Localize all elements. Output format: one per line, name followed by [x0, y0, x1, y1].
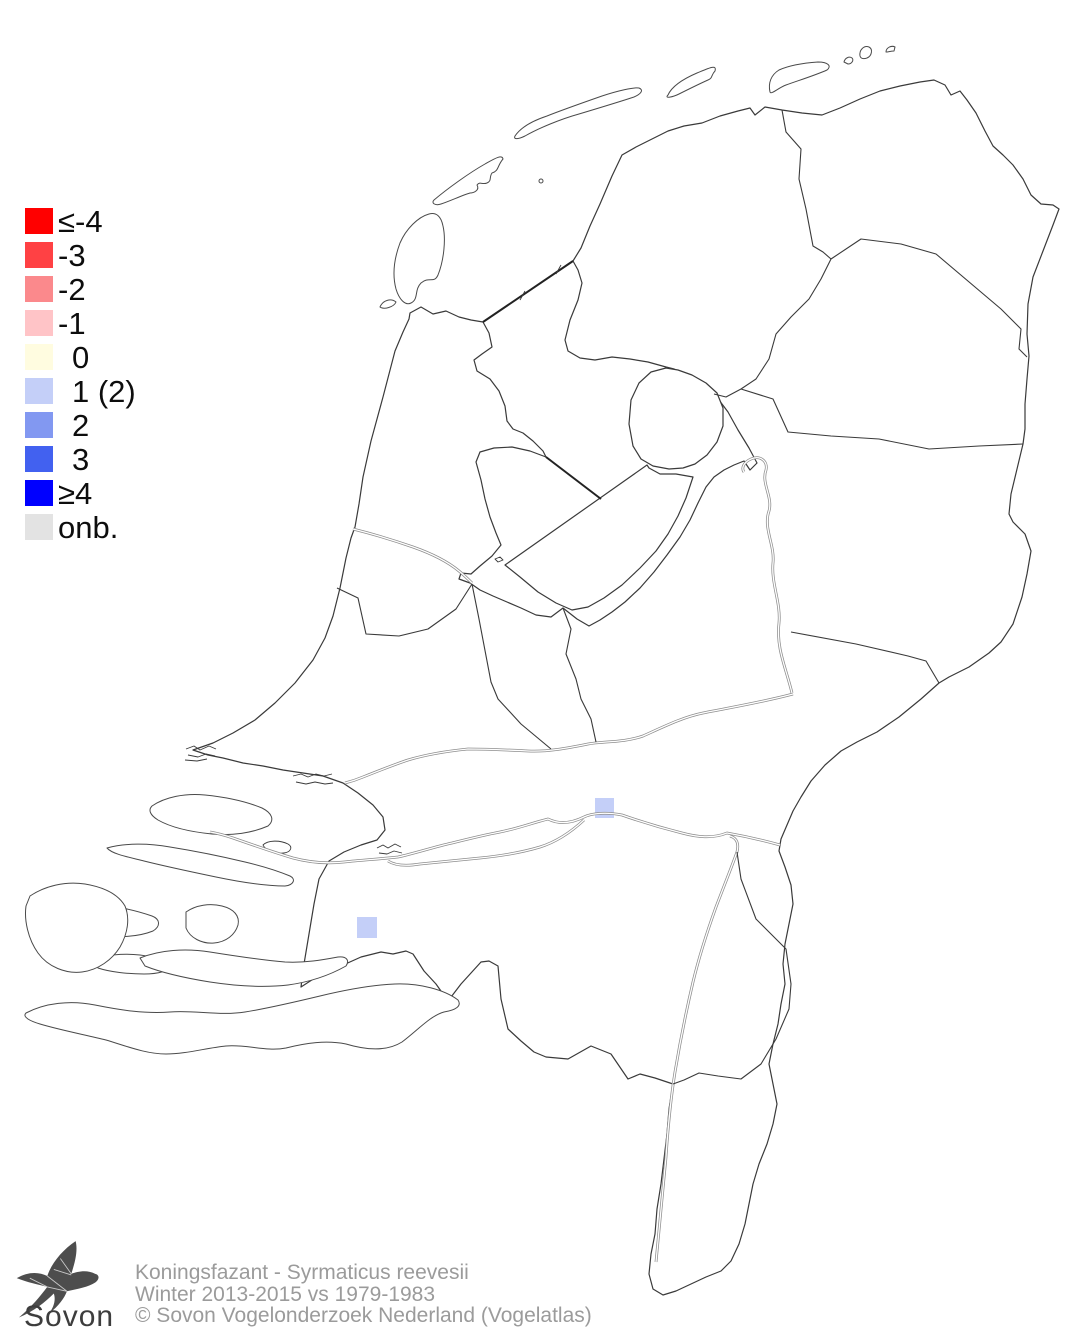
mainland-outline — [192, 79, 1060, 1296]
border-groningen-drenthe — [830, 238, 1028, 358]
caption-period: Winter 2013-2015 vs 1979-1983 — [135, 1282, 436, 1306]
border-drenthe-overijssel — [740, 388, 1024, 450]
caption-copyright: © Sovon Vogelonderzoek Nederland (Vogela… — [135, 1304, 592, 1327]
legend-swatch — [25, 276, 53, 302]
border-overijssel-gelderland — [790, 631, 940, 684]
legend-swatch — [25, 208, 53, 234]
island-voorne-putten — [149, 794, 273, 836]
swallow-silhouette — [16, 1241, 99, 1318]
flevoland-polder — [504, 464, 694, 611]
legend-swatch — [25, 310, 53, 336]
legend-item: -3 — [25, 238, 136, 272]
legend-item: 2 — [25, 408, 136, 442]
legend-swatch — [25, 412, 53, 438]
legend-label: ≥4 — [58, 475, 93, 511]
legend-item: ≥4 — [25, 476, 136, 510]
wadden-islands — [379, 45, 896, 309]
legend-label: ≤-4 — [58, 203, 103, 239]
mainland-coast-path — [192, 79, 1060, 1296]
river-bergsche-maas-inner — [387, 819, 585, 866]
legend-item: onb. — [25, 510, 136, 544]
border-brabant-limburg — [672, 851, 792, 1085]
legend-swatch — [25, 242, 53, 268]
river-maas-limburg-inner — [655, 835, 739, 1263]
rotterdam-harbour — [292, 773, 334, 785]
afsluitdijk-tick-1 — [519, 290, 526, 301]
noordoostpolder — [628, 367, 724, 470]
island-borkum-tip — [885, 45, 896, 53]
legend-label: 2 — [72, 407, 90, 443]
islet-noorderhaaks — [379, 299, 397, 309]
biesbosch-creeks — [376, 843, 403, 855]
europoort-harbour — [184, 745, 217, 762]
legend-swatch — [25, 514, 53, 540]
island-schiermonnikoog — [768, 61, 830, 94]
map-caption: Koningsfazant - Syrmaticus reevesii Wint… — [135, 1262, 592, 1327]
legend-label: -1 — [58, 305, 86, 341]
border-noordholland-utrecht — [471, 583, 552, 750]
island-rottum-east — [859, 46, 872, 60]
border-gelderland-utrecht — [562, 607, 597, 743]
river-waal-merwede-inner — [209, 812, 781, 864]
footer: Sovon Koningsfazant - Syrmaticus reevesi… — [0, 1238, 1074, 1340]
river-ijssel-inner — [742, 457, 793, 694]
swallow-facet-lines — [29, 1258, 72, 1292]
island-zuid-beveland — [139, 949, 349, 987]
legend-swatch — [25, 446, 53, 472]
island-rottum-west — [843, 56, 854, 65]
detail-squiggles — [184, 556, 504, 855]
legend-item: 1 (2) — [25, 374, 136, 408]
island-walcheren — [25, 882, 129, 973]
legend-label: -2 — [58, 271, 86, 307]
map-data-square — [357, 917, 377, 938]
island-tholen — [185, 904, 239, 944]
sovon-logo-text: Sovon — [24, 1300, 115, 1333]
houtribdijk — [545, 456, 602, 500]
legend-item: -1 — [25, 306, 136, 340]
border-friesland-drenthe — [713, 258, 832, 398]
map-data-square — [595, 798, 614, 818]
sovon-swallow-logo-icon — [16, 1241, 99, 1318]
legend-label: -3 — [58, 237, 86, 273]
island-vlieland — [432, 156, 504, 206]
legend-label: 1 (2) — [72, 373, 136, 409]
caption-species: Koningsfazant - Syrmaticus reevesii — [135, 1261, 469, 1284]
legend-label: 0 — [72, 339, 90, 375]
island-goeree-overflakkee — [106, 843, 294, 887]
island-texel — [393, 213, 445, 305]
legend-item: -2 — [25, 272, 136, 306]
legend: ≤-4 -3 -2 -1 0 1 (2) 2 3 ≥4 onb. — [25, 204, 136, 544]
legend-swatch — [25, 480, 53, 506]
goeree-inner-polder — [262, 840, 292, 854]
legend-item: 3 — [25, 442, 136, 476]
noordzeekanaal-inner — [352, 528, 473, 584]
border-friesland-groningen — [781, 109, 832, 260]
island-terschelling — [514, 87, 642, 140]
province-borders — [336, 109, 1028, 1085]
polders — [482, 260, 724, 611]
legend-swatch — [25, 344, 53, 370]
zeeuws-vlaanderen — [24, 983, 460, 1055]
island-ameland — [666, 66, 716, 98]
marken-islet — [494, 556, 504, 563]
legend-item: ≤-4 — [25, 204, 136, 238]
legend-label: 3 — [72, 441, 90, 477]
river-nederrijn-lek-inner — [344, 693, 794, 784]
afsluitdijk-tick-2 — [555, 264, 562, 275]
islet-griend — [538, 178, 544, 184]
legend-item: 0 — [25, 340, 136, 374]
legend-swatch — [25, 378, 53, 404]
zeeland-delta — [24, 794, 460, 1055]
afsluitdijk — [482, 260, 574, 323]
border-noordholland-zuidholland — [336, 583, 473, 637]
rivers — [209, 456, 794, 1263]
legend-label: onb. — [58, 509, 119, 545]
